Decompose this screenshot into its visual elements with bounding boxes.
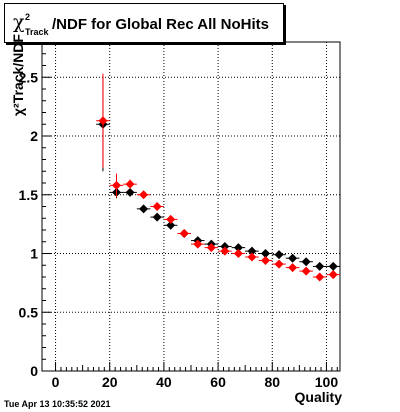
data-point	[96, 73, 110, 168]
data-point	[285, 253, 300, 263]
y-tick-label: 2	[30, 128, 38, 144]
data-point	[326, 261, 340, 271]
data-point	[258, 249, 273, 258]
plot-border	[41, 41, 341, 372]
diamond-marker	[125, 187, 135, 197]
y-tick-label: 1.5	[19, 187, 39, 203]
data-point	[136, 190, 151, 200]
x-tick-label: 0	[52, 374, 60, 390]
data-markers	[96, 73, 340, 282]
diamond-marker	[125, 179, 135, 189]
x-tick-label: 20	[102, 374, 118, 390]
diamond-marker	[274, 250, 284, 260]
diamond-marker	[301, 266, 311, 276]
data-point	[109, 173, 124, 198]
title-subscript: Track	[25, 27, 49, 37]
data-point	[123, 179, 137, 189]
diamond-marker	[288, 253, 298, 263]
data-point	[245, 246, 259, 256]
data-point	[285, 263, 300, 273]
diamond-marker	[247, 246, 257, 256]
tick-labels: 0 20 40 60 80 100 0 0.5 1 1.5 2 2.5	[19, 69, 339, 390]
diamond-marker	[166, 214, 176, 224]
diamond-marker	[261, 249, 270, 258]
data-point	[299, 266, 313, 276]
date-stamp: Tue Apr 13 10:35:52 2021	[4, 399, 111, 409]
data-point	[272, 259, 286, 269]
x-tick-label: 80	[264, 374, 280, 390]
diamond-marker	[139, 204, 149, 214]
diamond-marker	[98, 116, 108, 126]
data-point	[136, 204, 151, 214]
data-point	[177, 229, 191, 239]
data-point	[163, 220, 178, 230]
diamond-marker	[206, 243, 216, 253]
data-point	[326, 270, 340, 280]
diamond-marker	[152, 212, 162, 222]
diamond-marker	[261, 256, 270, 266]
diamond-marker	[233, 249, 243, 258]
data-point	[258, 256, 273, 266]
diamond-marker	[301, 257, 311, 267]
plot-frame	[41, 41, 341, 372]
axis-ticks	[42, 41, 338, 372]
data-point	[123, 187, 137, 197]
y-tick-label: 1	[30, 246, 38, 262]
diamond-marker	[288, 263, 298, 273]
data-point	[163, 214, 178, 224]
diamond-marker	[220, 241, 230, 251]
y-tick-label: 2.5	[19, 69, 39, 85]
data-point	[150, 212, 164, 222]
diamond-marker	[274, 259, 284, 269]
x-axis-label: Quality	[294, 389, 342, 405]
diamond-marker	[328, 270, 338, 280]
data-point	[150, 202, 164, 211]
title-text: /NDF for Global Rec All NoHits	[52, 16, 269, 33]
data-point	[245, 252, 259, 262]
diamond-marker	[315, 272, 325, 282]
y-tick-label: 0	[30, 363, 38, 379]
data-point	[191, 239, 205, 249]
diamond-marker	[166, 220, 176, 230]
grid-lines	[42, 42, 340, 371]
x-tick-label: 40	[156, 374, 172, 390]
data-point	[272, 250, 286, 260]
diamond-marker	[112, 180, 121, 190]
diamond-marker	[233, 243, 243, 253]
diamond-marker	[179, 229, 189, 239]
diamond-marker	[139, 190, 149, 200]
diamond-marker	[193, 239, 203, 249]
data-point	[312, 272, 327, 282]
x-tick-label: 60	[210, 374, 226, 390]
y-axis-label: χ²Track/NDF	[10, 34, 26, 116]
title-superscript: 2	[25, 12, 31, 22]
chart-title: χ 2 Track /NDF for Global Rec All NoHits	[4, 3, 284, 43]
data-point	[312, 261, 327, 271]
diamond-marker	[328, 261, 338, 271]
y-tick-label: 0.5	[19, 304, 39, 320]
diamond-marker	[220, 246, 230, 256]
data-point	[231, 243, 246, 253]
data-point	[231, 249, 246, 258]
data-point	[204, 243, 219, 253]
diamond-marker	[315, 261, 325, 271]
data-point	[299, 257, 313, 267]
data-point	[218, 246, 232, 256]
x-tick-label: 100	[315, 374, 339, 390]
title-chi: χ	[13, 11, 25, 33]
diamond-marker	[247, 252, 257, 262]
diamond-marker	[152, 202, 162, 211]
